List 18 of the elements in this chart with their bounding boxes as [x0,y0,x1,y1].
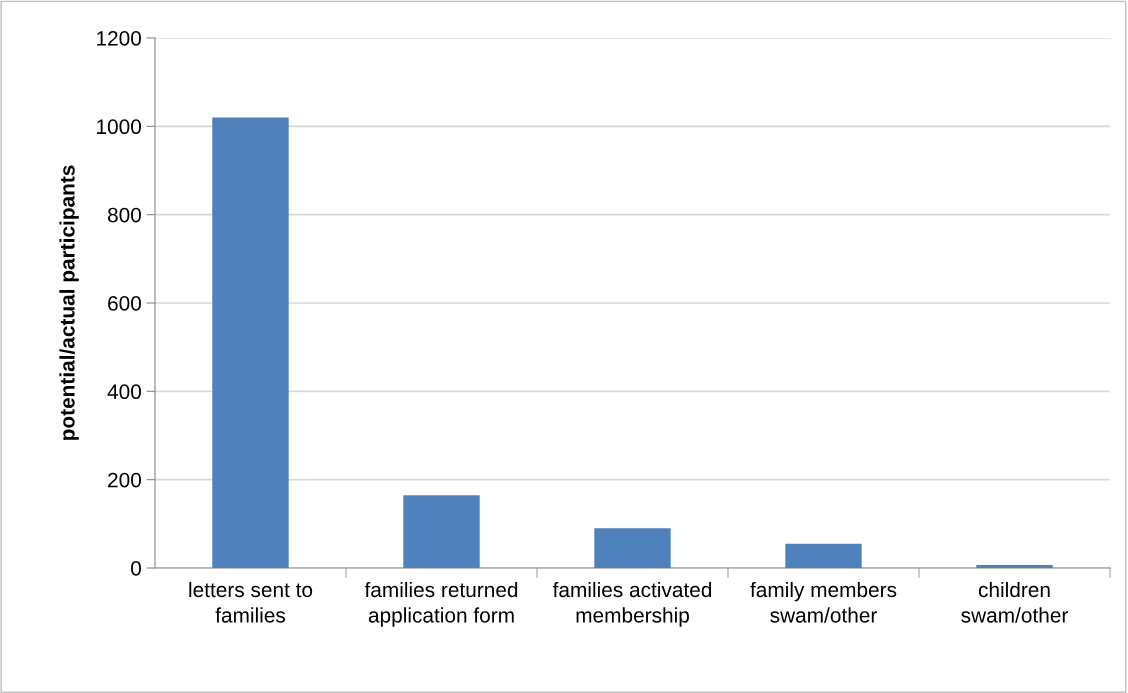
bar [785,543,862,568]
bar [212,117,289,568]
bar [403,495,480,568]
x-tick-label: families returned application form [364,581,518,627]
x-tick-label: children swam/other [961,581,1068,623]
bar [594,528,671,568]
y-tick-label: 1000 [97,119,141,135]
y-tick-label: 800 [107,207,141,223]
x-tick-label: families activated membership [552,581,712,627]
y-tick-label: 400 [107,384,141,400]
x-tick-label: letters sent to families [189,581,313,623]
y-tick-label: 0 [131,561,141,576]
bar [976,564,1053,568]
y-tick-label: 600 [108,296,141,311]
y-tick-label: 1200 [97,31,141,46]
x-tick-label: family members swam/other [750,581,897,623]
y-tick-label: 200 [108,472,141,488]
y-axis-title: potential/actual participants [59,165,79,440]
